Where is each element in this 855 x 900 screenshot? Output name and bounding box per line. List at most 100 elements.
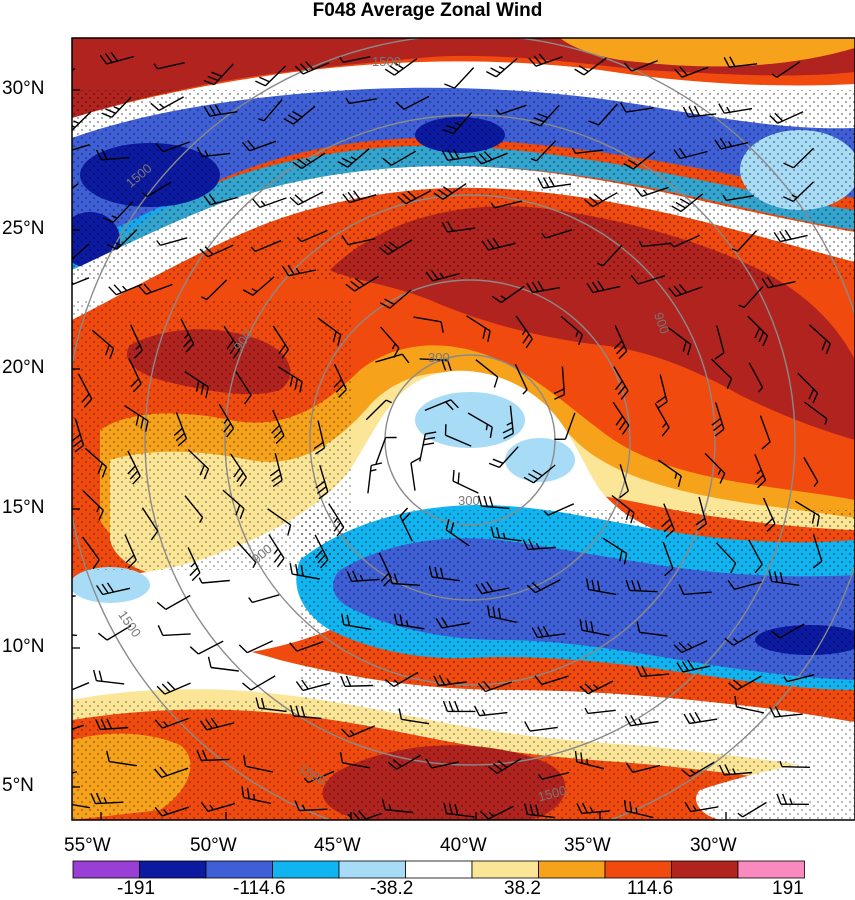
wind-barb-flag [486, 239, 495, 249]
wind-barb [675, 286, 703, 298]
wind-barb-flag [439, 272, 445, 279]
wind-barb-flag [548, 176, 555, 187]
wind-barb-flag [287, 524, 292, 536]
wind-barb [419, 358, 448, 361]
wind-barb-flag [489, 426, 493, 439]
wind-barb-flag [347, 191, 356, 202]
wind-barb-flag [754, 327, 761, 339]
wind-barb-flag [61, 797, 62, 803]
wind-barb-flag [445, 401, 454, 411]
wind-barb-flag [92, 559, 100, 570]
wind-barb-flag [766, 523, 776, 532]
wind-barb-flag [541, 232, 546, 239]
wind-barb [481, 152, 508, 165]
wind-barb-flag [676, 662, 684, 673]
wind-barb-flag [392, 758, 402, 767]
wind-barb-flag [46, 622, 49, 633]
wind-barb [445, 434, 472, 447]
wind-barb-flag [74, 444, 84, 453]
wind-barb-flag [156, 685, 166, 695]
wind-barb [690, 806, 719, 813]
wind-barb [743, 286, 764, 308]
wind-barb [277, 366, 303, 383]
ring-label: 1500 [536, 783, 568, 805]
wind-barb [716, 325, 725, 353]
wind-barb [207, 802, 236, 812]
wind-barb [527, 546, 556, 551]
wind-barb [441, 622, 470, 629]
wind-barb-flag [303, 777, 309, 783]
wind-barb-flag [769, 115, 779, 124]
wind-barb-flag [54, 767, 60, 776]
wind-barb-flag [141, 192, 148, 198]
wind-barb [235, 371, 252, 396]
lon-label: 45°W [314, 835, 361, 856]
wind-barb-flag [433, 192, 444, 200]
wind-barb-flag [724, 637, 734, 646]
wind-barb [201, 758, 230, 762]
wind-barb [454, 67, 475, 89]
wind-barb-flag [422, 442, 435, 446]
wind-barb-flag [154, 768, 163, 778]
ring-label: 1500 [372, 54, 401, 69]
wind-barb [252, 276, 275, 296]
wind-barb [724, 107, 753, 114]
stipple-west [72, 300, 352, 570]
wind-barb-flag [629, 801, 633, 813]
wind-barb-flag [486, 581, 494, 592]
wind-barbs [46, 51, 831, 820]
wind-barb [78, 373, 93, 400]
wind-barb [74, 418, 85, 446]
wind-barb-flag [619, 490, 629, 499]
wind-barb-flag [185, 343, 195, 353]
wind-barb-flag [333, 522, 342, 532]
wind-barb-flag [682, 106, 690, 118]
wind-barb-flag [301, 706, 306, 718]
wind-barb [410, 462, 416, 491]
wind-barb-flag [688, 712, 696, 724]
wind-barb [301, 152, 326, 170]
wind-barb [264, 65, 286, 87]
wind-barb-flag [627, 159, 638, 167]
wind-barb [399, 515, 413, 542]
wind-barb-flag [127, 559, 137, 569]
wind-barb [379, 326, 400, 349]
wind-barb-flag [159, 103, 165, 109]
wind-barb-flag [401, 512, 411, 522]
wind-barb-flag [779, 230, 787, 241]
wind-barb-flag [478, 153, 488, 163]
wind-barb [96, 680, 125, 685]
wind-barb [500, 285, 525, 304]
wind-barb-flag [226, 427, 235, 438]
wind-barb-flag [490, 67, 501, 74]
wind-barb [187, 547, 201, 574]
wind-barb [598, 103, 618, 126]
wind-barb-flag [481, 240, 489, 251]
wind-barb-flag [113, 284, 123, 294]
wind-barb-flag [477, 682, 486, 692]
wind-barb-flag [678, 642, 688, 651]
wind-barb-flag [821, 339, 827, 351]
wind-barb [259, 197, 287, 209]
wind-barb-flag [113, 106, 120, 110]
wind-barb-flag [673, 285, 682, 295]
wind-barb-flag [239, 476, 247, 487]
wind-barb [342, 56, 371, 63]
wind-barb [393, 58, 418, 76]
wind-barb-flag [481, 709, 486, 716]
wind-barb-flag [583, 198, 594, 208]
lat-label: 10°N [2, 636, 45, 657]
field-lightblue-eye-2 [505, 438, 575, 482]
plot-frame [71, 37, 855, 821]
wind-barb-flag [203, 79, 215, 86]
wind-barb-flag [498, 65, 505, 71]
wind-barb-flag [399, 614, 403, 626]
wind-barb-flag [441, 150, 449, 161]
wind-barb-flag [393, 613, 398, 625]
wind-barb-flag [444, 83, 455, 89]
wind-barb-flag [97, 462, 103, 474]
wind-barb-flag [531, 627, 539, 638]
wind-barb-flag [239, 508, 245, 520]
wind-barb-flag [443, 802, 448, 814]
wind-barb [445, 529, 470, 547]
